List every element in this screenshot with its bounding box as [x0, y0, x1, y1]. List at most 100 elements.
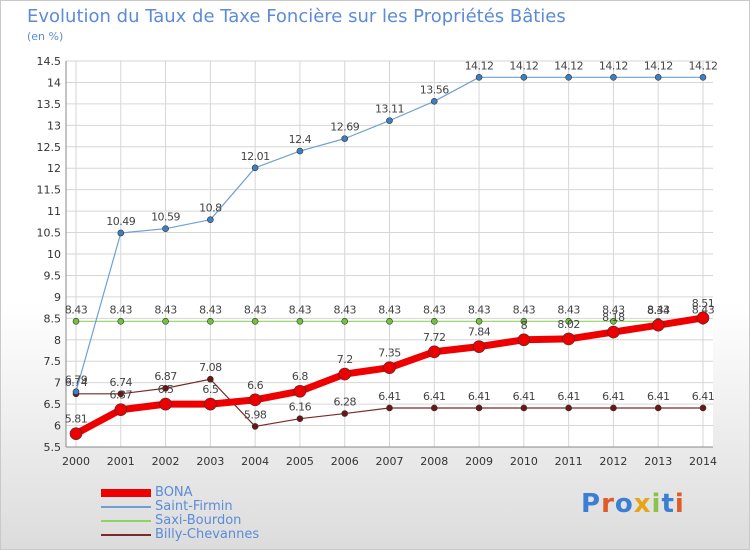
data-point-saxi-bourdon: [296, 318, 304, 325]
data-label-bona: 7.84: [468, 326, 491, 339]
data-point-bona: [517, 333, 531, 347]
y-tick-label: 13: [47, 119, 61, 132]
data-point-bona: [472, 340, 486, 353]
data-point-saxi-bourdon: [207, 318, 214, 325]
data-point-saxi-bourdon: [610, 318, 617, 325]
legend-label: BONA: [155, 485, 193, 500]
data-label-saxi-bourdon: 8.43: [692, 303, 715, 316]
legend-swatch: [101, 520, 151, 522]
data-label-saint-firmin: 14.12: [599, 59, 628, 72]
data-label-billy-chevannes: 6.41: [468, 390, 491, 403]
data-point-bona: [248, 393, 262, 407]
legend-label: Billy-Chevannes: [155, 527, 260, 542]
chart-subtitle: (en %): [27, 30, 64, 43]
data-label-saxi-bourdon: 8.43: [244, 303, 267, 316]
data-label-bona: 6.8: [292, 370, 308, 383]
data-point-saint-firmin: [72, 388, 80, 395]
data-label-saint-firmin: 12.69: [330, 121, 359, 134]
data-point-saxi-bourdon: [72, 318, 80, 325]
data-point-saint-firmin: [430, 98, 438, 105]
legend-item-billy-chevannes: Billy-Chevannes: [101, 528, 259, 542]
logo-letter: P: [581, 489, 602, 519]
data-label-bona: 8.18: [602, 311, 625, 324]
data-label-bona: 7.72: [423, 331, 446, 344]
x-tick-label: 2004: [241, 455, 269, 468]
x-tick-label: 2002: [152, 455, 180, 468]
data-label-bona: 8.51: [692, 297, 715, 310]
data-point-saxi-bourdon: [475, 318, 483, 325]
logo-letter: r: [601, 489, 615, 519]
data-point-saxi-bourdon: [341, 318, 349, 325]
data-label-billy-chevannes: 7.08: [199, 361, 222, 374]
data-point-billy-chevannes: [520, 404, 528, 412]
data-label-saint-firmin: 14.12: [644, 59, 673, 72]
data-label-saxi-bourdon: 8.43: [513, 303, 536, 316]
data-label-billy-chevannes: 5.98: [244, 408, 267, 421]
y-tick-label: 13.5: [37, 98, 62, 111]
y-tick-label: 11: [47, 205, 61, 218]
data-label-billy-chevannes: 6.41: [692, 390, 715, 403]
data-label-billy-chevannes: 6.41: [378, 390, 401, 403]
data-point-bona: [696, 311, 710, 325]
data-label-saxi-bourdon: 8.43: [468, 303, 491, 316]
data-label-saint-firmin: 12.01: [241, 150, 270, 163]
legend-label: Saint-Firmin: [155, 499, 233, 514]
data-point-billy-chevannes: [699, 404, 707, 412]
data-point-bona: [338, 367, 352, 381]
data-point-saint-firmin: [341, 135, 349, 142]
data-label-bona: 5.81: [65, 413, 88, 426]
data-point-bona: [69, 427, 83, 441]
data-point-bona: [427, 345, 441, 359]
data-label-saint-firmin: 10.59: [151, 211, 180, 224]
data-point-billy-chevannes: [386, 404, 393, 412]
data-label-bona: 6.6: [247, 379, 263, 392]
logo-letter: i: [674, 489, 685, 519]
data-label-saint-firmin: 14.12: [465, 59, 494, 72]
data-point-saint-firmin: [565, 73, 572, 81]
legend-swatch: [101, 489, 151, 497]
y-tick-label: 12.5: [37, 141, 62, 154]
data-point-bona: [607, 325, 620, 339]
data-point-saint-firmin: [386, 117, 393, 124]
data-point-saxi-bourdon: [565, 318, 572, 325]
data-point-saint-firmin: [475, 73, 483, 81]
data-point-billy-chevannes: [475, 404, 483, 412]
data-point-saint-firmin: [251, 164, 259, 172]
data-label-billy-chevannes: 6.28: [333, 396, 356, 409]
data-label-saxi-bourdon: 8.43: [602, 303, 625, 316]
data-label-bona: 8.02: [557, 318, 580, 331]
data-point-saxi-bourdon: [386, 318, 393, 325]
data-label-saxi-bourdon: 8.43: [65, 303, 88, 316]
x-tick-label: 2005: [286, 455, 314, 468]
proxiti-logo: Proxiti: [581, 489, 685, 519]
y-tick-label: 7.5: [44, 355, 62, 368]
data-label-saxi-bourdon: 8.43: [557, 303, 580, 316]
data-label-saint-firmin: 14.12: [554, 59, 583, 72]
data-label-saint-firmin: 12.4: [289, 133, 312, 146]
data-point-saint-firmin: [162, 225, 169, 232]
x-tick-label: 2011: [555, 455, 583, 468]
legend-item-saint-firmin: Saint-Firmin: [101, 500, 259, 514]
data-label-billy-chevannes: 6.41: [423, 390, 446, 403]
data-label-saxi-bourdon: 8.43: [378, 303, 401, 316]
data-label-billy-chevannes: 6.41: [602, 390, 625, 403]
data-label-saint-firmin: 6.79: [65, 374, 88, 387]
legend-item-bona: BONA: [101, 486, 259, 500]
y-tick-label: 6: [54, 420, 61, 433]
x-tick-label: 2003: [196, 455, 224, 468]
data-label-saxi-bourdon: 8.43: [647, 303, 670, 316]
chart-legend: BONA Saint-Firmin Saxi-Bourdon Billy-Chevan…: [101, 486, 259, 542]
y-tick-label: 6.5: [44, 398, 62, 411]
data-label-bona: 7.35: [378, 347, 401, 360]
data-label-bona: 6.5: [202, 383, 218, 396]
y-tick-label: 8: [54, 334, 61, 347]
data-label-saxi-bourdon: 8.43: [333, 303, 356, 316]
x-tick-label: 2014: [689, 455, 717, 468]
data-label-billy-chevannes: 6.41: [513, 390, 536, 403]
data-point-saint-firmin: [699, 73, 707, 81]
data-point-billy-chevannes: [296, 415, 304, 422]
x-tick-label: 2010: [510, 455, 538, 468]
data-label-saxi-bourdon: 8.43: [154, 303, 177, 316]
y-tick-label: 8.5: [44, 312, 62, 325]
data-point-billy-chevannes: [341, 410, 349, 417]
